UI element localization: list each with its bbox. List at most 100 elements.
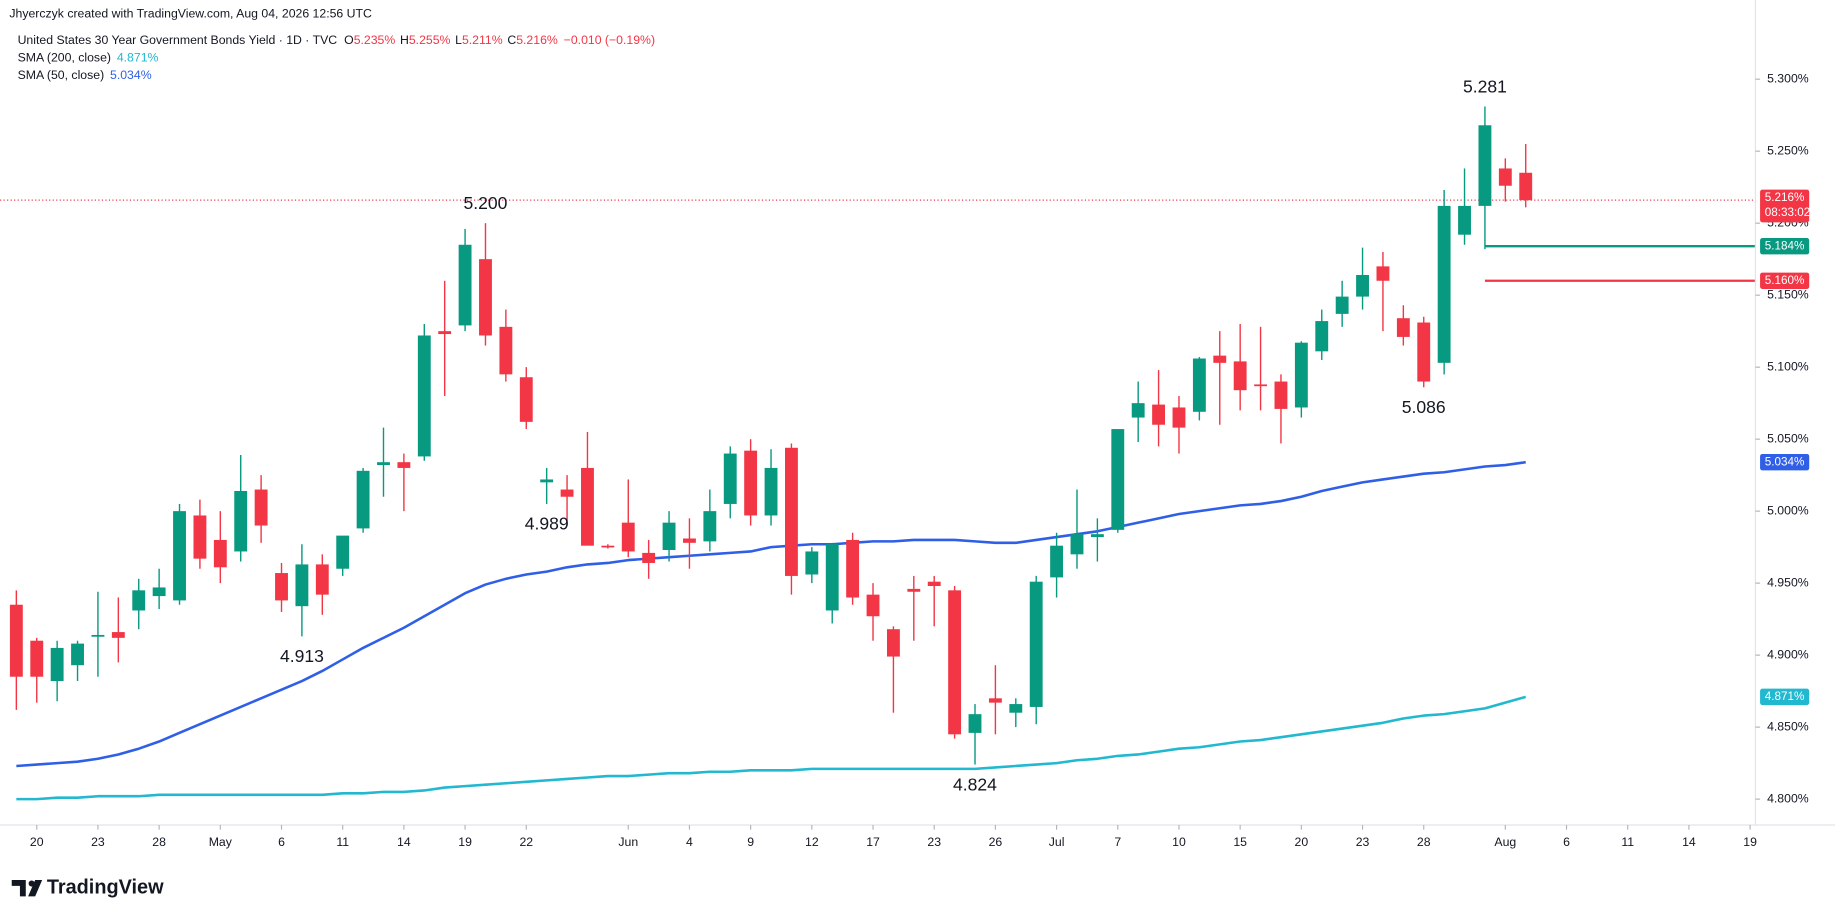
candle-body	[1070, 534, 1084, 555]
candle-body	[91, 634, 105, 637]
candle-body	[1519, 172, 1533, 201]
candle-body	[397, 462, 411, 468]
annotation: 4.824	[953, 774, 997, 794]
candle-body	[805, 551, 819, 575]
candle-body	[234, 490, 248, 552]
candle-body	[601, 545, 615, 548]
candle-body	[438, 331, 452, 335]
x-tick-label: 15	[1233, 835, 1247, 849]
indicator-name: SMA (50, close)	[18, 68, 105, 82]
annotation: 5.281	[1463, 76, 1507, 96]
x-tick-label: 6	[278, 835, 285, 849]
candle-body	[1335, 296, 1349, 314]
level-tag	[1760, 238, 1810, 255]
candle-body	[50, 647, 64, 682]
level-tag-label: 5.160%	[1765, 274, 1805, 287]
level-tag-label: 5.184%	[1765, 239, 1805, 252]
candle-body	[1172, 407, 1186, 428]
candle-body	[458, 244, 472, 326]
x-tick-label: 9	[747, 835, 754, 849]
candle-body	[540, 479, 554, 483]
candle-body	[111, 632, 125, 638]
y-tick-label: 5.050%	[1767, 431, 1809, 445]
x-tick-label: 11	[336, 835, 349, 849]
candle-body	[1029, 581, 1043, 707]
candle-body	[132, 590, 146, 611]
candle-body	[479, 259, 492, 336]
candle-body	[581, 467, 594, 546]
candle-body	[886, 629, 900, 657]
x-tick-label: 19	[458, 835, 472, 849]
candle-body	[193, 515, 207, 559]
candle-body	[173, 511, 186, 601]
candle-body	[662, 522, 676, 551]
candle-body	[1274, 381, 1288, 409]
indicator-value: 5.034%	[110, 68, 152, 82]
candle-body	[1417, 322, 1431, 382]
x-tick-label: 23	[927, 835, 941, 849]
ohlc-value: 5.235%	[354, 33, 396, 47]
indicator-name: SMA (200, close)	[18, 51, 111, 65]
x-tick-label: 22	[519, 835, 533, 849]
x-tick-label: 20	[30, 835, 44, 849]
x-tick-label: 28	[152, 835, 166, 849]
x-tick-label: 19	[1743, 835, 1757, 849]
candle-body	[642, 552, 656, 563]
candle-body	[1254, 384, 1267, 387]
sma-tag	[1760, 688, 1810, 706]
current-price-countdown: 08:33:02	[1765, 206, 1810, 219]
level-tag	[1760, 272, 1810, 289]
ohlc-value: 5.211%	[462, 33, 503, 47]
candle-body	[1111, 429, 1125, 530]
sma-line	[16, 695, 1527, 801]
annotation: 5.200	[464, 193, 508, 213]
x-tick-label: 23	[91, 835, 105, 849]
indicator-legend: SMA (200, close) 4.871%	[18, 51, 159, 65]
candle-body	[744, 450, 758, 516]
ohlc-key: C	[507, 33, 516, 47]
candle-body	[336, 535, 350, 569]
candle-body	[1233, 361, 1247, 391]
x-tick-label: 23	[1356, 835, 1370, 849]
change: −0.010 (−0.19%)	[564, 33, 655, 47]
candle-body	[968, 714, 982, 733]
indicator-legend: SMA (50, close) 5.034%	[18, 68, 152, 82]
candle-body	[1009, 704, 1023, 713]
annotation: 4.913	[280, 646, 324, 666]
candle-body	[1458, 205, 1471, 235]
x-tick-label: 6	[1563, 835, 1570, 849]
candle-body	[1478, 125, 1492, 206]
x-tick-label: 20	[1295, 835, 1309, 849]
credit: Jhyerczyk created with TradingView.com, …	[9, 6, 372, 20]
candle-body	[784, 447, 798, 576]
candle-body	[927, 581, 941, 587]
candle-body	[152, 587, 166, 597]
x-tick-label: 4	[686, 835, 693, 849]
sma-tag-label: 5.034%	[1765, 455, 1805, 468]
ohlc-key: L	[455, 33, 462, 47]
candle-body	[703, 511, 717, 542]
candle-body	[764, 467, 778, 516]
candle-body	[1396, 318, 1410, 337]
y-tick-label: 5.100%	[1767, 359, 1809, 373]
candle-body	[315, 564, 329, 595]
ohlc-key: O	[344, 33, 354, 47]
current-price-tag-label: 5.216%	[1765, 191, 1805, 204]
y-tick-label: 5.000%	[1767, 503, 1809, 517]
y-tick-label: 4.900%	[1767, 647, 1809, 661]
indicator-value: 4.871%	[117, 51, 159, 65]
x-tick-label: 7	[1114, 835, 1121, 849]
candle-body	[866, 594, 880, 617]
candle-body	[907, 588, 921, 592]
candle-body	[1498, 168, 1512, 186]
x-tick-label: Aug	[1494, 835, 1516, 849]
candle-body	[1213, 355, 1227, 363]
plot-area	[0, 106, 1756, 801]
logo: TradingView	[11, 876, 164, 898]
candle-body	[417, 335, 431, 457]
x-tick-label: 12	[805, 835, 819, 849]
y-tick-label: 5.150%	[1767, 287, 1809, 301]
sma-line	[16, 460, 1526, 768]
